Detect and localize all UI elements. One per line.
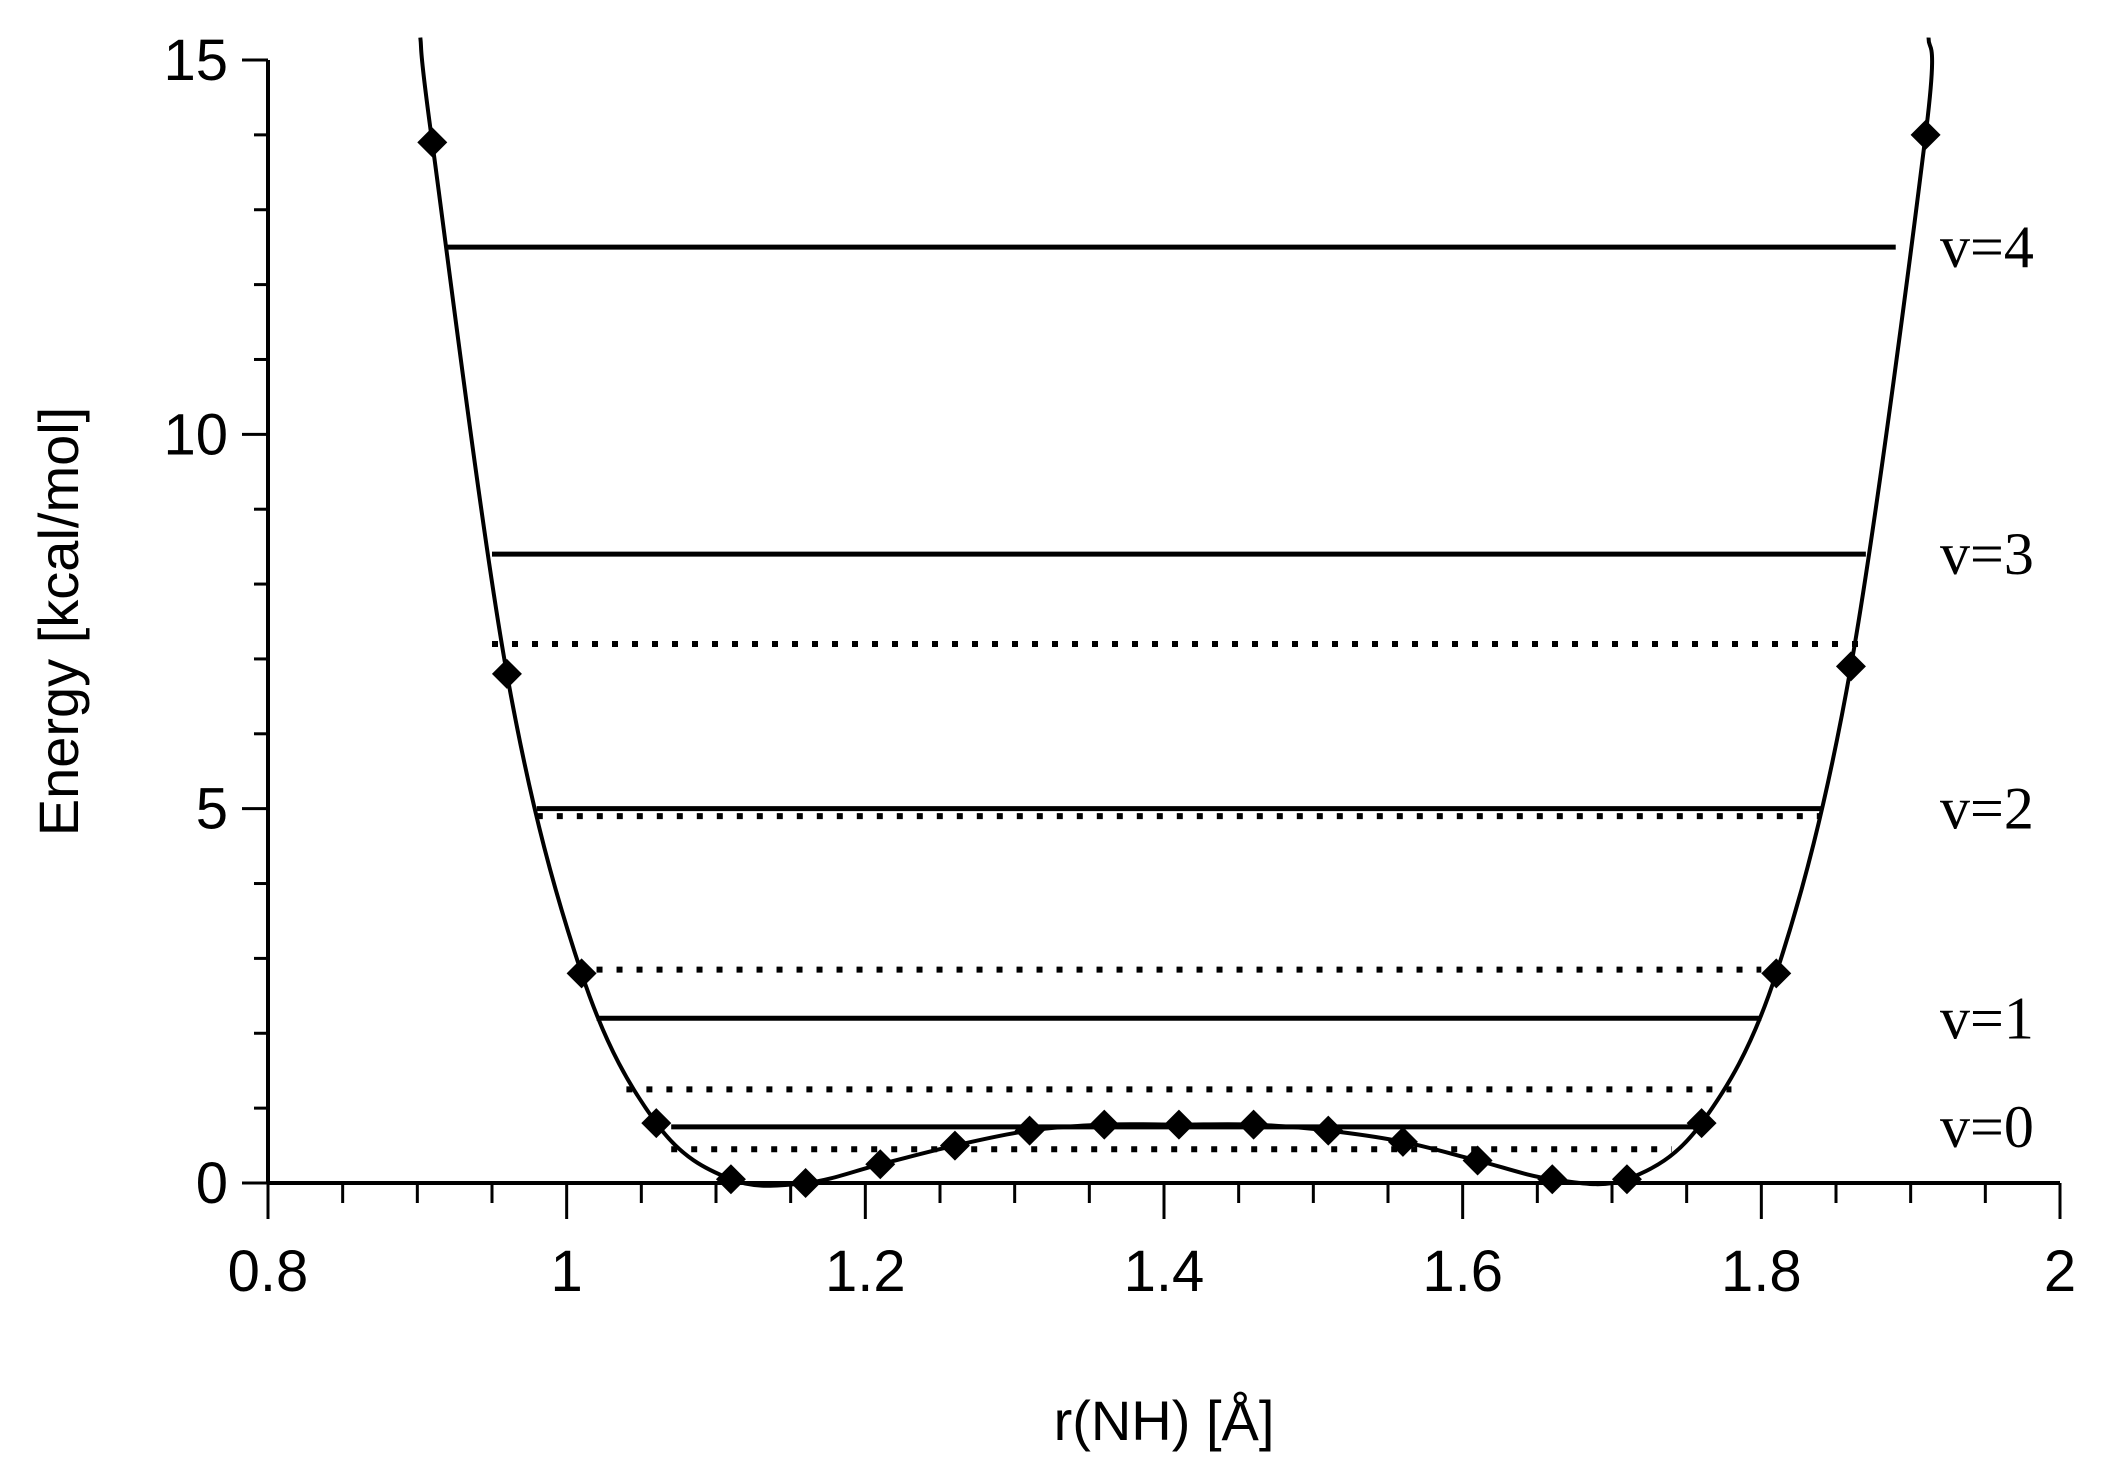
data-point-marker: [1611, 1164, 1642, 1195]
y-tick-label: 10: [163, 402, 228, 467]
data-point-marker: [865, 1149, 896, 1180]
x-tick-label: 0.8: [228, 1239, 309, 1304]
level-label: v=3: [1940, 521, 2034, 587]
data-point-marker: [1910, 119, 1941, 150]
data-point-marker: [417, 127, 448, 158]
level-label: v=4: [1940, 214, 2034, 280]
data-point-marker: [1387, 1126, 1418, 1157]
level-label: v=2: [1940, 776, 2034, 842]
data-point-marker: [1537, 1164, 1568, 1195]
x-tick-label: 1.4: [1124, 1239, 1205, 1304]
x-axis-label: r(NH) [Å]: [1054, 1389, 1275, 1452]
potential-curve-line: [418, 37, 1935, 1188]
data-point-marker: [715, 1164, 746, 1195]
data-markers: [417, 119, 1941, 1198]
x-tick-label: 2: [2044, 1239, 2076, 1304]
data-point-marker: [1761, 958, 1792, 989]
potential-curve: [418, 37, 1935, 1188]
level-label: v=0: [1940, 1094, 2034, 1160]
data-point-marker: [566, 958, 597, 989]
data-point-marker: [1835, 651, 1866, 682]
data-point-marker: [1238, 1109, 1269, 1140]
y-tick-label: 15: [163, 28, 228, 93]
data-point-marker: [491, 658, 522, 689]
data-point-marker: [641, 1108, 672, 1139]
y-tick-label: 5: [196, 777, 228, 842]
data-point-marker: [1313, 1115, 1344, 1146]
data-point-marker: [1089, 1109, 1120, 1140]
data-point-marker: [790, 1168, 821, 1198]
tick-labels: 0.8 1 1.2 1.4 1.6 1.8 2 0 5 10 15: [163, 28, 2076, 1304]
y-tick-label: 0: [196, 1151, 228, 1216]
data-point-marker: [939, 1130, 970, 1161]
level-label: v=1: [1940, 985, 2034, 1051]
energy-levels: v=4 v=3 v=2 v=1 v=0: [447, 214, 2034, 1160]
data-point-marker: [1014, 1115, 1045, 1146]
x-tick-label: 1.6: [1422, 1239, 1503, 1304]
data-point-marker: [1686, 1108, 1717, 1139]
data-point-marker: [1462, 1145, 1493, 1176]
data-point-marker: [1163, 1109, 1194, 1140]
x-tick-label: 1.8: [1721, 1239, 1802, 1304]
axes: [242, 58, 2062, 1219]
y-axis-label: Energy [kcal/mol]: [27, 407, 90, 837]
x-tick-label: 1.2: [825, 1239, 906, 1304]
x-tick-label: 1: [551, 1239, 583, 1304]
